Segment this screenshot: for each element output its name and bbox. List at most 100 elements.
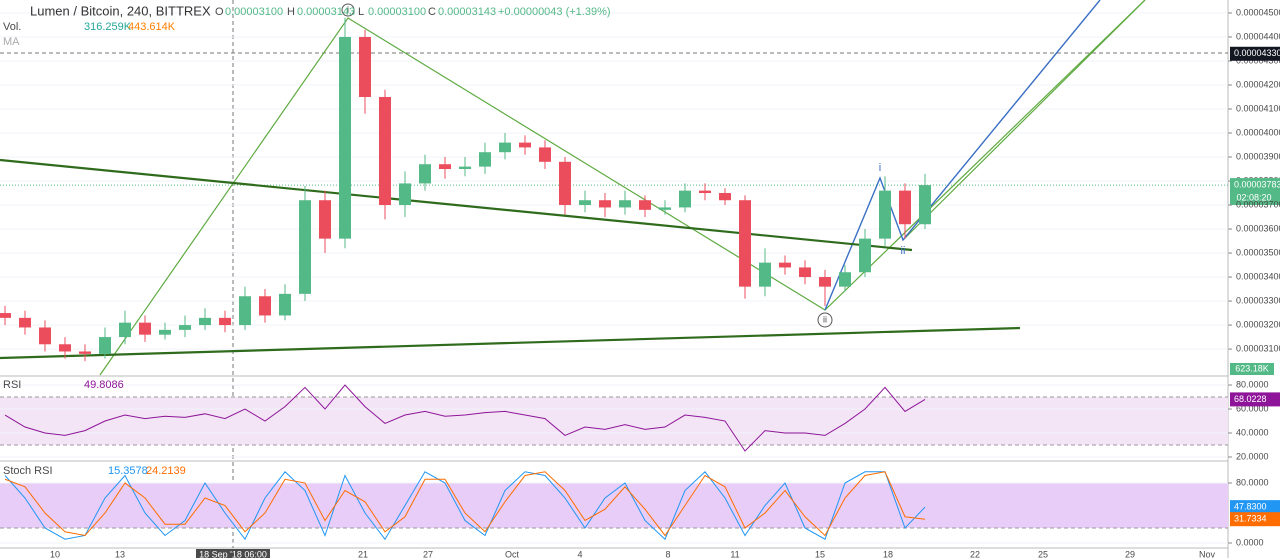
x-tick-label: 15: [815, 549, 825, 558]
candle-body: [219, 317, 231, 326]
volume-last-box: [1230, 363, 1274, 375]
candle-body: [279, 293, 291, 316]
y-tick-label: 0.00003500: [1236, 247, 1280, 257]
indicator-line: [4, 471, 926, 541]
trend-drawing: [902, 0, 1146, 241]
candle-body: [639, 200, 651, 210]
volume-value: 316.259K: [84, 21, 132, 33]
x-tick-label: Oct: [505, 549, 520, 558]
x-tick-label: 11: [730, 549, 739, 558]
legend-value: 0.00003100: [368, 6, 426, 18]
last-value-box: [1230, 178, 1280, 193]
stoch-value: 24.2139: [146, 465, 186, 477]
last-value-box: [1230, 46, 1280, 61]
band: [0, 483, 1228, 528]
candle-body: [479, 152, 491, 167]
x-tick-label: 13: [115, 549, 125, 558]
rsi-name: RSI: [3, 379, 21, 391]
x-tick-label: 18: [883, 549, 893, 558]
wave-label: i: [879, 162, 881, 174]
y-tick-label: 60.0000: [1236, 403, 1269, 413]
x-tick-label: 27: [423, 549, 433, 558]
candle-body: [619, 200, 631, 208]
wave-circle: [817, 312, 833, 328]
y-tick-label: 0.00003600: [1236, 223, 1280, 233]
y-tick-label: 0.0000: [1236, 537, 1264, 547]
x-tick-label: 29: [1125, 549, 1135, 558]
indicator-line: [4, 384, 926, 452]
volume-name: Vol.: [3, 21, 21, 33]
stoch-value: 15.3578: [108, 465, 148, 477]
last-value-label: 0.00004330: [1234, 48, 1280, 58]
x-tick-label: 21: [358, 549, 368, 558]
candle-body: [79, 351, 91, 354]
candle-body: [419, 164, 431, 184]
candle-body: [99, 337, 111, 354]
drawings: [0, 0, 1146, 376]
x-tick-label: 25: [1038, 549, 1048, 558]
last-value-box: [1230, 512, 1280, 527]
x-tick-label: 8: [665, 549, 670, 558]
y-tick-label: 0.00003300: [1236, 295, 1280, 305]
last-value-label: 68.0228: [1234, 394, 1267, 404]
x-tick-label: 4: [577, 549, 582, 558]
candle-body: [459, 166, 471, 170]
candle-body: [779, 262, 791, 268]
y-tick-label: 40.0000: [1236, 427, 1269, 437]
candle-body: [819, 277, 831, 287]
candle-body: [19, 317, 31, 328]
crosshair-label: 18 Sep '18 06:00: [199, 549, 267, 558]
rsi-value: 49.8086: [84, 379, 124, 391]
candle-body: [699, 190, 711, 194]
candle-body: [899, 190, 911, 225]
candle-body: [739, 200, 751, 287]
x-tick-label: Nov: [1199, 549, 1216, 558]
candle-body: [179, 325, 191, 330]
last-value-label: 0.00003783: [1234, 179, 1280, 189]
candle-body: [159, 329, 171, 335]
legend-key: H: [287, 6, 295, 18]
last-value-label: 47.8300: [1234, 502, 1267, 512]
crosshair-box: [196, 549, 270, 558]
price-axis: [1228, 0, 1280, 558]
y-tick-label: 20.0000: [1236, 451, 1269, 461]
y-tick-label: 0.00003700: [1236, 199, 1280, 209]
legend-value: 0.00003143: [297, 6, 355, 18]
candle-body: [879, 190, 891, 239]
y-tick-label: 0.00004200: [1236, 79, 1280, 89]
legend-value: 0.00003143: [438, 6, 496, 18]
candle-body: [519, 142, 531, 148]
x-tick-label: 22: [970, 549, 980, 558]
y-tick-label: 80.0000: [1236, 379, 1269, 389]
candle-body: [239, 296, 251, 326]
candle-body: [339, 36, 351, 239]
candle-body: [59, 344, 71, 352]
candle-body: [39, 327, 51, 345]
legend-value: 0.00003100: [225, 6, 283, 18]
volume-last: 623.18K: [1235, 363, 1269, 373]
y-tick-label: 0.00003200: [1236, 319, 1280, 329]
candle-body: [299, 200, 311, 294]
candle-body: [599, 200, 611, 208]
candle-body: [839, 272, 851, 287]
candle-body: [719, 193, 731, 201]
volume-value: 443.614K: [128, 21, 176, 33]
candle-body: [359, 36, 371, 97]
candle-body: [439, 164, 451, 170]
wave-label: i: [347, 4, 349, 14]
y-tick-label: 0.00004100: [1236, 103, 1280, 113]
y-tick-label: 0.00004400: [1236, 31, 1280, 41]
candle-body: [579, 200, 591, 206]
trend-line: [0, 326, 1021, 360]
y-tick-label: 0.00003900: [1236, 151, 1280, 161]
y-tick-label: 80.0000: [1236, 477, 1269, 487]
y-tick-label: 0.00003100: [1236, 343, 1280, 353]
candle-body: [319, 200, 331, 239]
last-value-box: [1230, 500, 1280, 515]
wave-label: ii: [901, 245, 906, 257]
legend-change: +0.00000043 (+1.39%): [498, 6, 611, 18]
y-tick-label: 0.00004000: [1236, 127, 1280, 137]
candle-body: [199, 317, 211, 326]
candle-body: [399, 183, 411, 206]
